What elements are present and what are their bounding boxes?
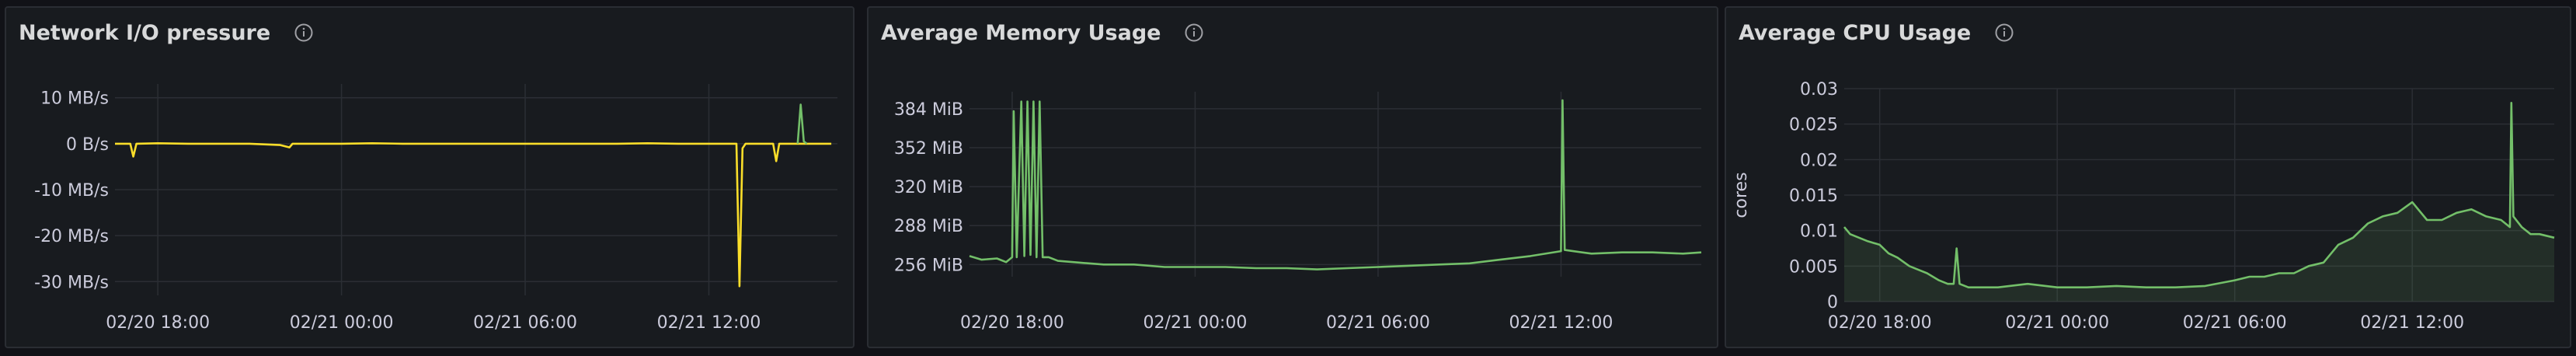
series-line-0 xyxy=(115,142,832,288)
y-tick-label: 256 MiB xyxy=(894,256,963,275)
cpu-usage-chart[interactable]: 0.03 0.025 0.02 0.015 0.01 0.005 002/20 18:00 0… xyxy=(1726,8,2573,350)
info-circle-icon[interactable] xyxy=(1994,23,2014,43)
x-tick-label: 02/20 18:00 xyxy=(960,313,1064,333)
panel-cpu-usage: Average CPU Usage 0.03 0.025 0.02 0.015 0.01… xyxy=(1725,6,2571,348)
series-line-1 xyxy=(796,103,808,145)
y-tick-label: 288 MiB xyxy=(894,217,963,236)
panel-title[interactable]: Network I/O pressure xyxy=(19,20,271,45)
y-tick-label: 0 B/s xyxy=(66,135,109,155)
network-io-chart[interactable]: 10 MB/s 0 B/s -10 MB/s -20 MB/s -30 MB/s 02/2… xyxy=(6,8,856,350)
x-tick-label: 02/21 06:00 xyxy=(2183,313,2287,333)
panel-title[interactable]: Average Memory Usage xyxy=(881,20,1161,45)
x-tick-label: 02/21 12:00 xyxy=(2360,313,2464,333)
y-tick-label: 10 MB/s xyxy=(40,89,109,109)
y-tick-label: 0.015 xyxy=(1789,187,1838,206)
series-area-fill xyxy=(1844,103,2554,302)
y-tick-label: 0.03 xyxy=(1800,80,1838,99)
x-tick-label: 02/20 18:00 xyxy=(1828,313,1932,333)
y-tick-label: 0.005 xyxy=(1789,257,1838,277)
series-line-0 xyxy=(969,99,1702,270)
y-tick-label: 0 xyxy=(1827,293,1838,312)
y-axis-title: cores xyxy=(1732,172,1751,218)
panel-header: Network I/O pressure xyxy=(19,19,314,47)
y-tick-label: -20 MB/s xyxy=(34,227,109,246)
panel-network-io: Network I/O pressure 10 MB/s 0 B/s -10 MB/… xyxy=(5,6,855,348)
x-tick-label: 02/21 06:00 xyxy=(473,313,577,333)
memory-usage-chart[interactable]: 384 MiB 352 MiB 320 MiB 288 MiB 256 MiB 02/20… xyxy=(869,8,1720,350)
panel-header: Average Memory Usage xyxy=(881,19,1204,47)
y-tick-label: 0.025 xyxy=(1789,116,1838,135)
x-tick-label: 02/21 12:00 xyxy=(657,313,761,333)
x-tick-label: 02/21 00:00 xyxy=(2005,313,2109,333)
y-tick-label: 0.02 xyxy=(1800,151,1838,170)
y-tick-label: -10 MB/s xyxy=(34,181,109,201)
x-tick-label: 02/21 06:00 xyxy=(1326,313,1430,333)
info-circle-icon[interactable] xyxy=(294,23,314,43)
x-tick-label: 02/21 00:00 xyxy=(290,313,394,333)
info-circle-icon[interactable] xyxy=(1184,23,1204,43)
y-tick-label: 384 MiB xyxy=(894,100,963,120)
y-tick-label: 0.01 xyxy=(1800,222,1838,242)
series-line-0 xyxy=(1843,102,2555,289)
x-tick-label: 02/21 12:00 xyxy=(1509,313,1613,333)
x-tick-label: 02/20 18:00 xyxy=(106,313,210,333)
x-tick-label: 02/21 00:00 xyxy=(1144,313,1248,333)
panel-memory-usage: Average Memory Usage 384 MiB 352 MiB 320 M… xyxy=(867,6,1718,348)
y-tick-label: 352 MiB xyxy=(894,139,963,159)
panel-title[interactable]: Average CPU Usage xyxy=(1739,20,1972,45)
y-tick-label: -30 MB/s xyxy=(34,273,109,292)
y-tick-label: 320 MiB xyxy=(894,178,963,197)
panel-header: Average CPU Usage xyxy=(1739,19,2014,47)
